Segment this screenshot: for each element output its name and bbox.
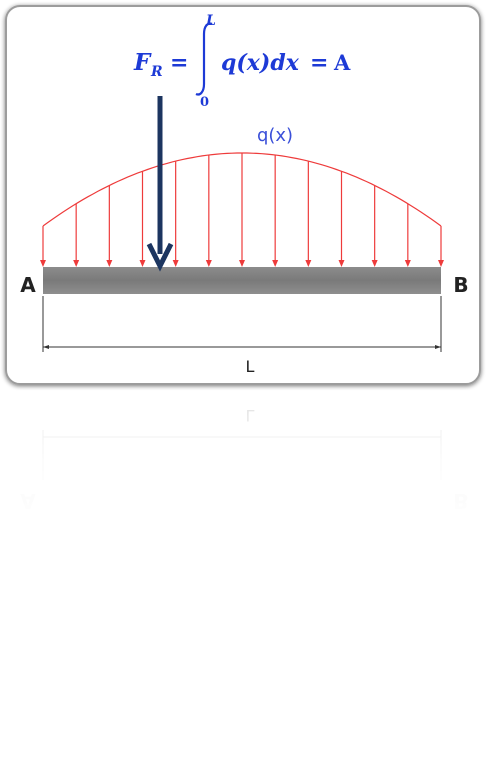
formula-result: A [333,50,351,75]
load-arrow-head [239,260,245,267]
load-arrow-head [272,260,279,267]
formula-subscript: R [150,64,163,80]
load-arrow-head [106,260,113,267]
support-right-label: B [453,273,468,297]
load-arrow-head [172,260,179,267]
load-arrow-head [139,260,146,267]
distributed-load [40,152,444,267]
dimension-arrow-left [43,345,49,349]
load-arrow-head [40,260,46,267]
beam [43,267,441,294]
integral-upper-limit: L [205,13,216,29]
formula-integrand: q(x)dx [221,50,300,76]
integral-sign [195,22,213,96]
formula-equals-2: = [310,50,328,76]
resultant-force-arrow [146,96,174,272]
load-arrow-head [73,260,80,267]
load-label: q(x) [257,125,293,146]
diagram-panel: F R = L 0 q(x)dx = A q(x) A B L [5,5,481,385]
load-arrow-head [338,260,345,267]
dimension-arrow-right [435,345,441,349]
formula-f: F [133,49,152,76]
load-arrow-head [438,260,444,267]
resultant-formula: F R = L 0 q(x)dx = A [133,13,351,110]
load-arrow-head [305,260,312,267]
load-arrow-head [404,260,411,267]
load-arrow-head [205,260,212,267]
integral-lower-limit: 0 [200,95,209,110]
length-label: L [246,357,255,376]
resultant-arrow-head [146,242,174,272]
support-left-label: A [20,273,36,297]
formula-equals: = [170,50,188,76]
reflection-fade [0,390,487,530]
load-arrow-head [371,260,378,267]
length-dimension [42,296,442,352]
